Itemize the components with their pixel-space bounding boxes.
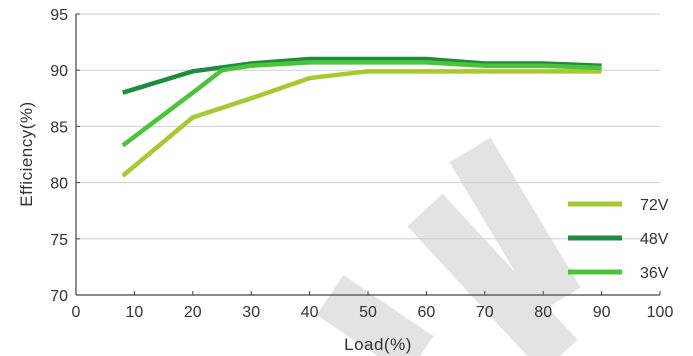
legend-label: 72V [640,197,669,214]
x-tick-label: 100 [647,304,674,321]
x-tick-label: 60 [418,304,436,321]
y-tick-label: 90 [50,63,68,80]
x-tick-label: 40 [301,304,319,321]
y-tick-label: 95 [50,7,68,24]
x-tick-label: 30 [242,304,260,321]
y-tick-label: 80 [50,176,68,193]
x-tick-label: 90 [593,304,611,321]
x-tick-label: 10 [126,304,144,321]
y-tick-label: 85 [50,119,68,136]
x-tick-label: 70 [476,304,494,321]
legend: 72V 48V 36V [568,197,669,282]
watermark-logo [316,137,581,356]
watermark-stroke-1 [316,275,434,356]
series-line-36V [121,60,602,148]
y-tick-label: 70 [50,288,68,305]
axes [75,14,660,296]
x-tick-label: 20 [184,304,202,321]
x-tick-label: 0 [72,304,81,321]
y-axis-ticks: 70 75 80 85 90 95 [50,7,80,305]
series-line-72V [121,69,602,178]
watermark-stroke-2 [407,193,578,356]
y-axis-title: Efficiency(%) [17,101,36,206]
legend-label: 36V [640,265,669,282]
series-lines [121,56,602,178]
x-tick-label: 80 [534,304,552,321]
x-tick-label: 50 [359,304,377,321]
watermark-stroke-3 [449,137,581,313]
y-tick-label: 75 [50,232,68,249]
x-axis-title: Load(%) [344,335,412,354]
legend-label: 48V [640,231,669,248]
x-axis-ticks: 0 10 20 30 40 50 60 70 80 90 100 [72,291,674,321]
